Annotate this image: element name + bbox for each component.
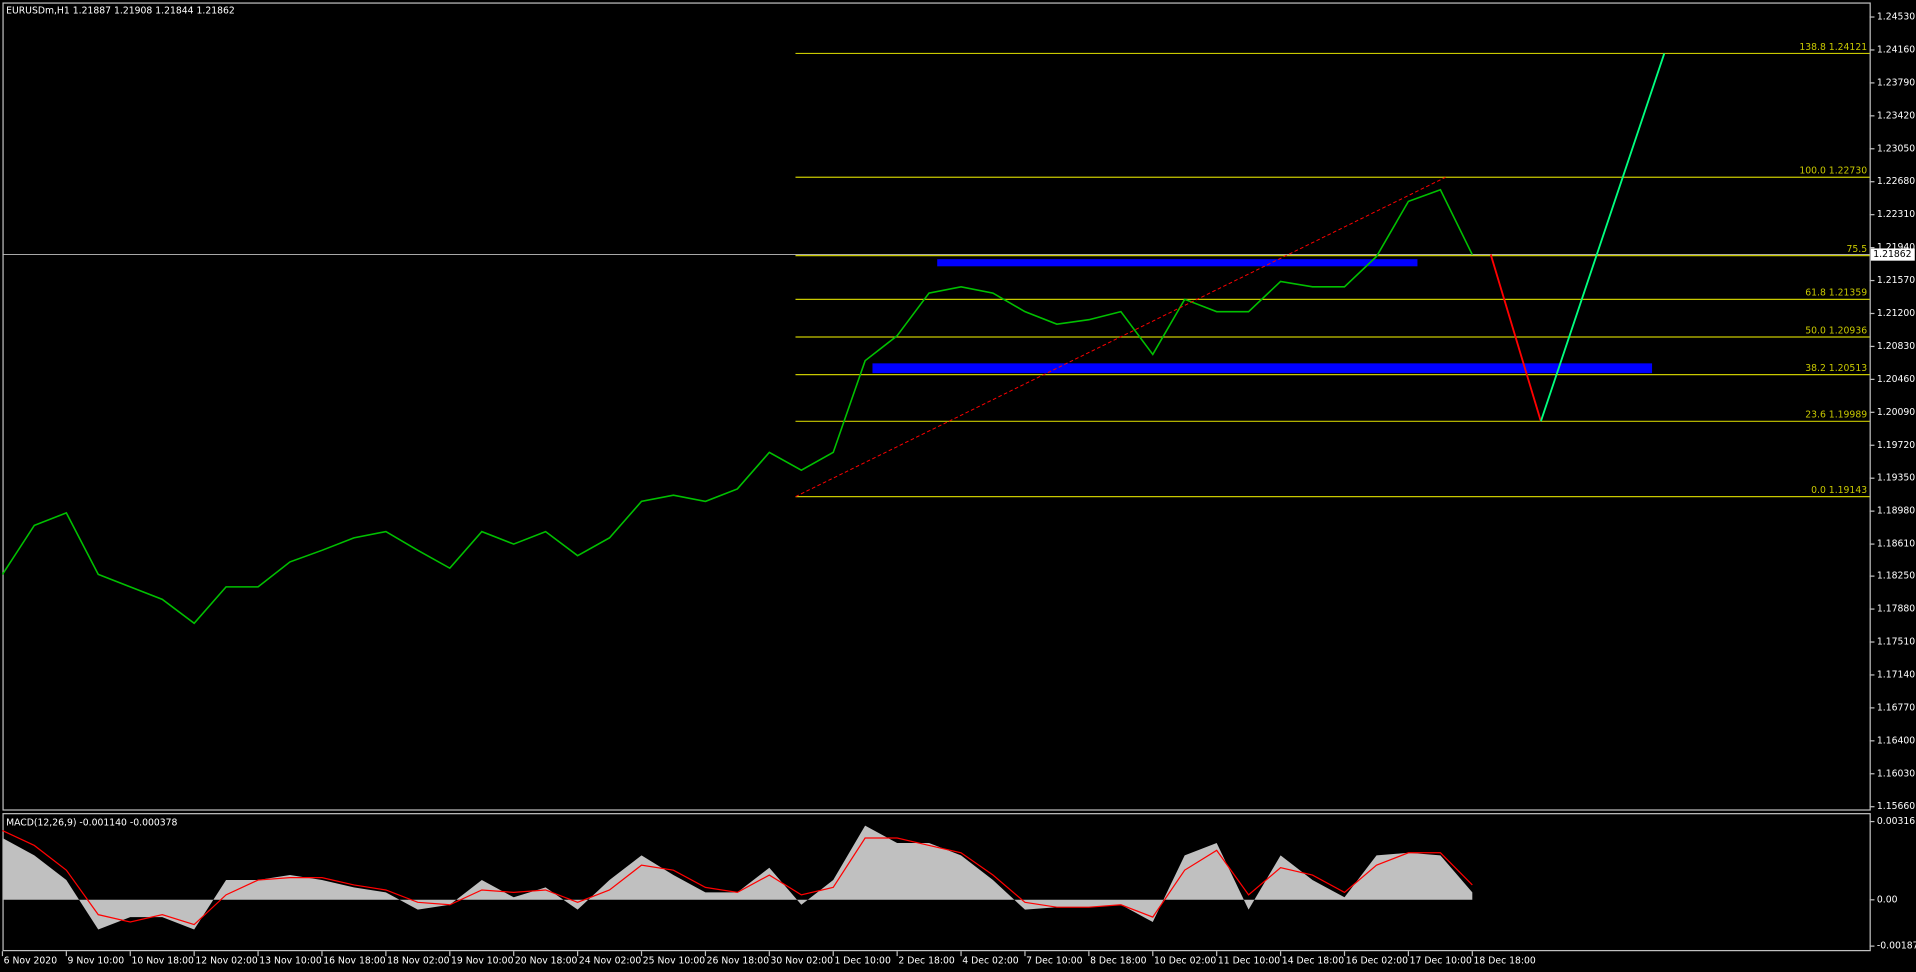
x-tick-label: 16 Nov 18:00: [323, 955, 386, 966]
y-tick-label: -0.001874: [1877, 941, 1916, 952]
y-tick-label: 1.21200: [1877, 308, 1915, 319]
y-tick-label: 1.23050: [1877, 143, 1915, 154]
y-tick-label: 1.23420: [1877, 110, 1915, 121]
x-tick-label: 30 Nov 02:00: [771, 955, 834, 966]
y-tick-label: 1.19350: [1877, 473, 1915, 484]
y-tick-label: 1.18250: [1877, 571, 1915, 582]
x-tick-label: 14 Dec 18:00: [1282, 955, 1344, 966]
macd-signal: [2, 829, 1473, 926]
y-tick-label: 1.16770: [1877, 702, 1915, 713]
x-tick-label: 16 Dec 02:00: [1346, 955, 1408, 966]
y-tick-label: 1.16030: [1877, 768, 1915, 779]
fib-label: 38.2 1.20513: [1805, 363, 1867, 374]
zone: [937, 259, 1418, 267]
fib-label: 100.0 1.22730: [1799, 166, 1867, 177]
x-tick-label: 19 Nov 10:00: [451, 955, 514, 966]
macd-title: MACD(12,26,9) -0.001140 -0.000378: [6, 817, 177, 828]
current-price-box: [1870, 248, 1915, 261]
trend-line: [1489, 254, 1542, 422]
fib-label: 23.6 1.19989: [1805, 410, 1867, 421]
x-tick-label: 24 Nov 02:00: [579, 955, 642, 966]
current-price-label: 1.21862: [1873, 249, 1911, 260]
fib-label: 0.0 1.19143: [1811, 485, 1867, 496]
x-tick-label: 4 Dec 02:00: [962, 955, 1019, 966]
x-tick-label: 17 Dec 10:00: [1410, 955, 1472, 966]
y-tick-label: 1.18980: [1877, 506, 1915, 517]
y-tick-label: 1.23790: [1877, 77, 1915, 88]
y-tick-label: 1.20090: [1877, 407, 1915, 418]
y-tick-label: 1.22310: [1877, 209, 1915, 220]
y-tick-label: 1.20460: [1877, 374, 1915, 385]
y-tick-label: 1.17880: [1877, 604, 1915, 615]
x-tick-label: 1 Dec 10:00: [834, 955, 891, 966]
price-panel-frame: [2, 2, 1871, 811]
y-tick-label: 1.16400: [1877, 735, 1915, 746]
x-tick-label: 8 Dec 18:00: [1090, 955, 1147, 966]
fib-label: 50.0 1.20936: [1805, 325, 1867, 336]
x-tick-label: 25 Nov 10:00: [643, 955, 706, 966]
fib-label: 61.8 1.21359: [1805, 288, 1867, 299]
x-tick-label: 18 Nov 02:00: [387, 955, 450, 966]
y-tick-label: 1.24530: [1877, 12, 1915, 23]
trend-line: [1539, 53, 1666, 422]
x-tick-label: 2 Dec 18:00: [898, 955, 955, 966]
x-tick-label: 11 Dec 10:00: [1218, 955, 1280, 966]
y-tick-label: 1.21940: [1877, 242, 1915, 253]
chart-title: EURUSDm,H1 1.21887 1.21908 1.21844 1.218…: [6, 6, 235, 17]
zone: [872, 363, 1653, 374]
x-tick-label: 7 Dec 10:00: [1026, 955, 1083, 966]
price-line: [1, 188, 1474, 625]
x-tick-label: 12 Nov 02:00: [195, 955, 258, 966]
fib-label: 75.5: [1846, 244, 1867, 255]
x-tick-label: 10 Dec 02:00: [1154, 955, 1216, 966]
y-tick-label: 0.00: [1877, 894, 1898, 905]
y-tick-label: 1.18610: [1877, 539, 1915, 550]
y-tick-label: 1.21570: [1877, 275, 1915, 286]
x-tick-label: 18 Dec 18:00: [1474, 955, 1536, 966]
x-tick-label: 13 Nov 10:00: [259, 955, 322, 966]
y-tick-label: 1.24160: [1877, 44, 1915, 55]
macd-histogram: [2, 825, 1473, 930]
fib-label: 138.8 1.24121: [1799, 42, 1867, 53]
x-tick-label: 20 Nov 18:00: [515, 955, 578, 966]
x-tick-label: 10 Nov 18:00: [131, 955, 194, 966]
y-tick-label: 0.003165: [1877, 816, 1916, 827]
y-tick-label: 1.20830: [1877, 341, 1915, 352]
x-tick-label: 26 Nov 18:00: [707, 955, 770, 966]
x-tick-label: 9 Nov 10:00: [68, 955, 125, 966]
x-tick-label: 6 Nov 2020: [4, 955, 58, 966]
y-tick-label: 1.22680: [1877, 176, 1915, 187]
y-tick-label: 1.19720: [1877, 440, 1915, 451]
y-tick-label: 1.15660: [1877, 801, 1915, 812]
y-tick-label: 1.17510: [1877, 637, 1915, 648]
trend-line: [795, 176, 1446, 498]
y-tick-label: 1.17140: [1877, 669, 1915, 680]
